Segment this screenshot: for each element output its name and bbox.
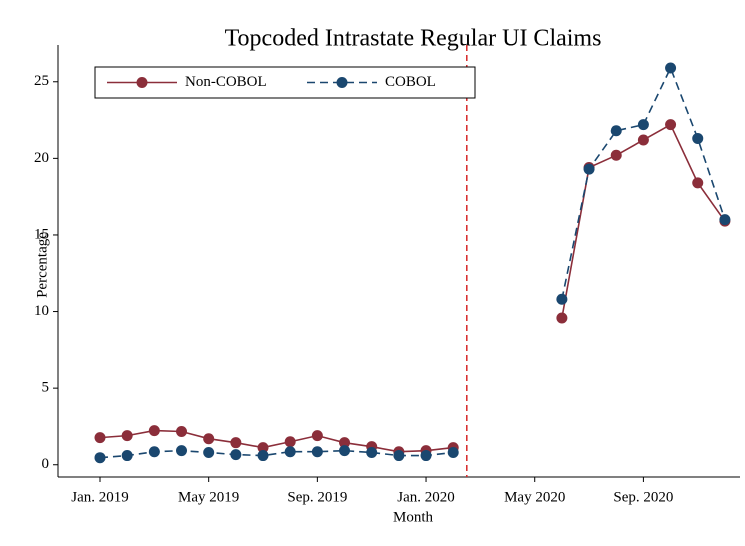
data-point (203, 446, 215, 458)
x-tick-label: May 2019 (178, 489, 239, 505)
data-point (610, 125, 622, 137)
data-point (203, 433, 215, 445)
data-point (583, 163, 595, 175)
data-point (176, 426, 188, 438)
data-point (121, 450, 133, 462)
y-axis-label: Percentage (34, 232, 50, 298)
data-point (420, 450, 432, 462)
y-tick-label: 0 (42, 456, 50, 472)
data-point (148, 446, 160, 458)
y-tick-label: 5 (42, 380, 50, 396)
data-point (257, 450, 269, 462)
legend-label: COBOL (385, 74, 436, 90)
y-tick-label: 20 (34, 150, 49, 166)
data-point (610, 149, 622, 161)
x-tick-label: Sep. 2019 (287, 489, 347, 505)
y-tick-label: 10 (34, 303, 49, 319)
data-point (311, 446, 323, 458)
x-axis-label: Month (393, 509, 434, 525)
data-point (311, 430, 323, 442)
data-point (230, 449, 242, 461)
data-point (121, 430, 133, 442)
x-tick-label: Sep. 2020 (613, 489, 673, 505)
x-tick-label: May 2020 (504, 489, 565, 505)
data-point (637, 119, 649, 131)
y-tick-label: 25 (34, 73, 49, 89)
legend-marker (336, 77, 348, 88)
data-point (94, 452, 106, 464)
data-point (556, 312, 568, 324)
x-tick-label: Jan. 2019 (71, 489, 129, 505)
data-point (176, 445, 188, 457)
data-point (665, 62, 677, 74)
data-point (339, 445, 351, 457)
data-point (556, 293, 568, 305)
y-tick-label: 15 (34, 226, 49, 242)
data-point (393, 450, 405, 462)
data-point (257, 442, 269, 454)
data-point (692, 177, 704, 189)
legend-label: Non-COBOL (185, 74, 267, 90)
chart-title: Topcoded Intrastate Regular UI Claims (225, 26, 602, 52)
data-point (284, 436, 296, 448)
data-point (692, 132, 704, 144)
data-point (637, 134, 649, 146)
data-point (230, 437, 242, 449)
data-point (447, 446, 459, 458)
x-tick-label: Jan. 2020 (397, 489, 455, 505)
data-point (94, 432, 106, 444)
legend-marker (136, 77, 148, 88)
data-point (665, 119, 677, 131)
data-point (148, 425, 160, 437)
data-point (284, 446, 296, 458)
data-point (719, 214, 731, 226)
data-point (366, 446, 378, 458)
data-point (339, 437, 351, 449)
